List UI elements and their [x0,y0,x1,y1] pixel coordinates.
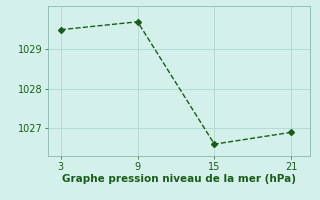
X-axis label: Graphe pression niveau de la mer (hPa): Graphe pression niveau de la mer (hPa) [62,174,296,184]
